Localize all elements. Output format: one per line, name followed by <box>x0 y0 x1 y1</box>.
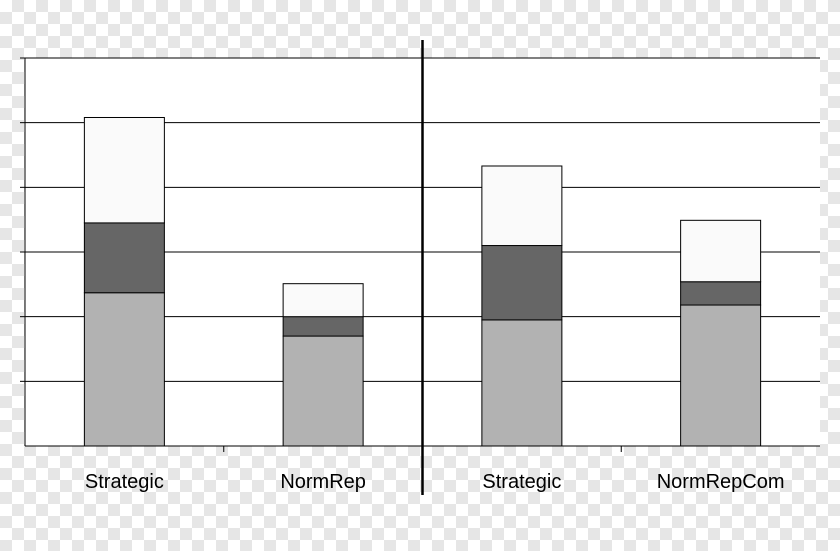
bar-segment <box>680 219 762 283</box>
bar-segment <box>680 281 762 306</box>
bar-segment <box>282 316 364 337</box>
bar-segment <box>481 319 563 447</box>
x-tick-label: Strategic <box>482 471 561 493</box>
bar-segment <box>481 165 563 247</box>
bar-segment <box>481 245 563 321</box>
x-tick-label: NormRep <box>280 471 366 493</box>
bar-segment <box>282 283 364 318</box>
bar-segment <box>83 222 165 294</box>
bar-segment <box>282 335 364 447</box>
bar-segment <box>680 304 762 447</box>
bar-segment <box>83 116 165 224</box>
x-tick-label: Strategic <box>85 471 164 493</box>
bar-segment <box>83 292 165 447</box>
x-tick-label: NormRepCom <box>657 471 785 493</box>
